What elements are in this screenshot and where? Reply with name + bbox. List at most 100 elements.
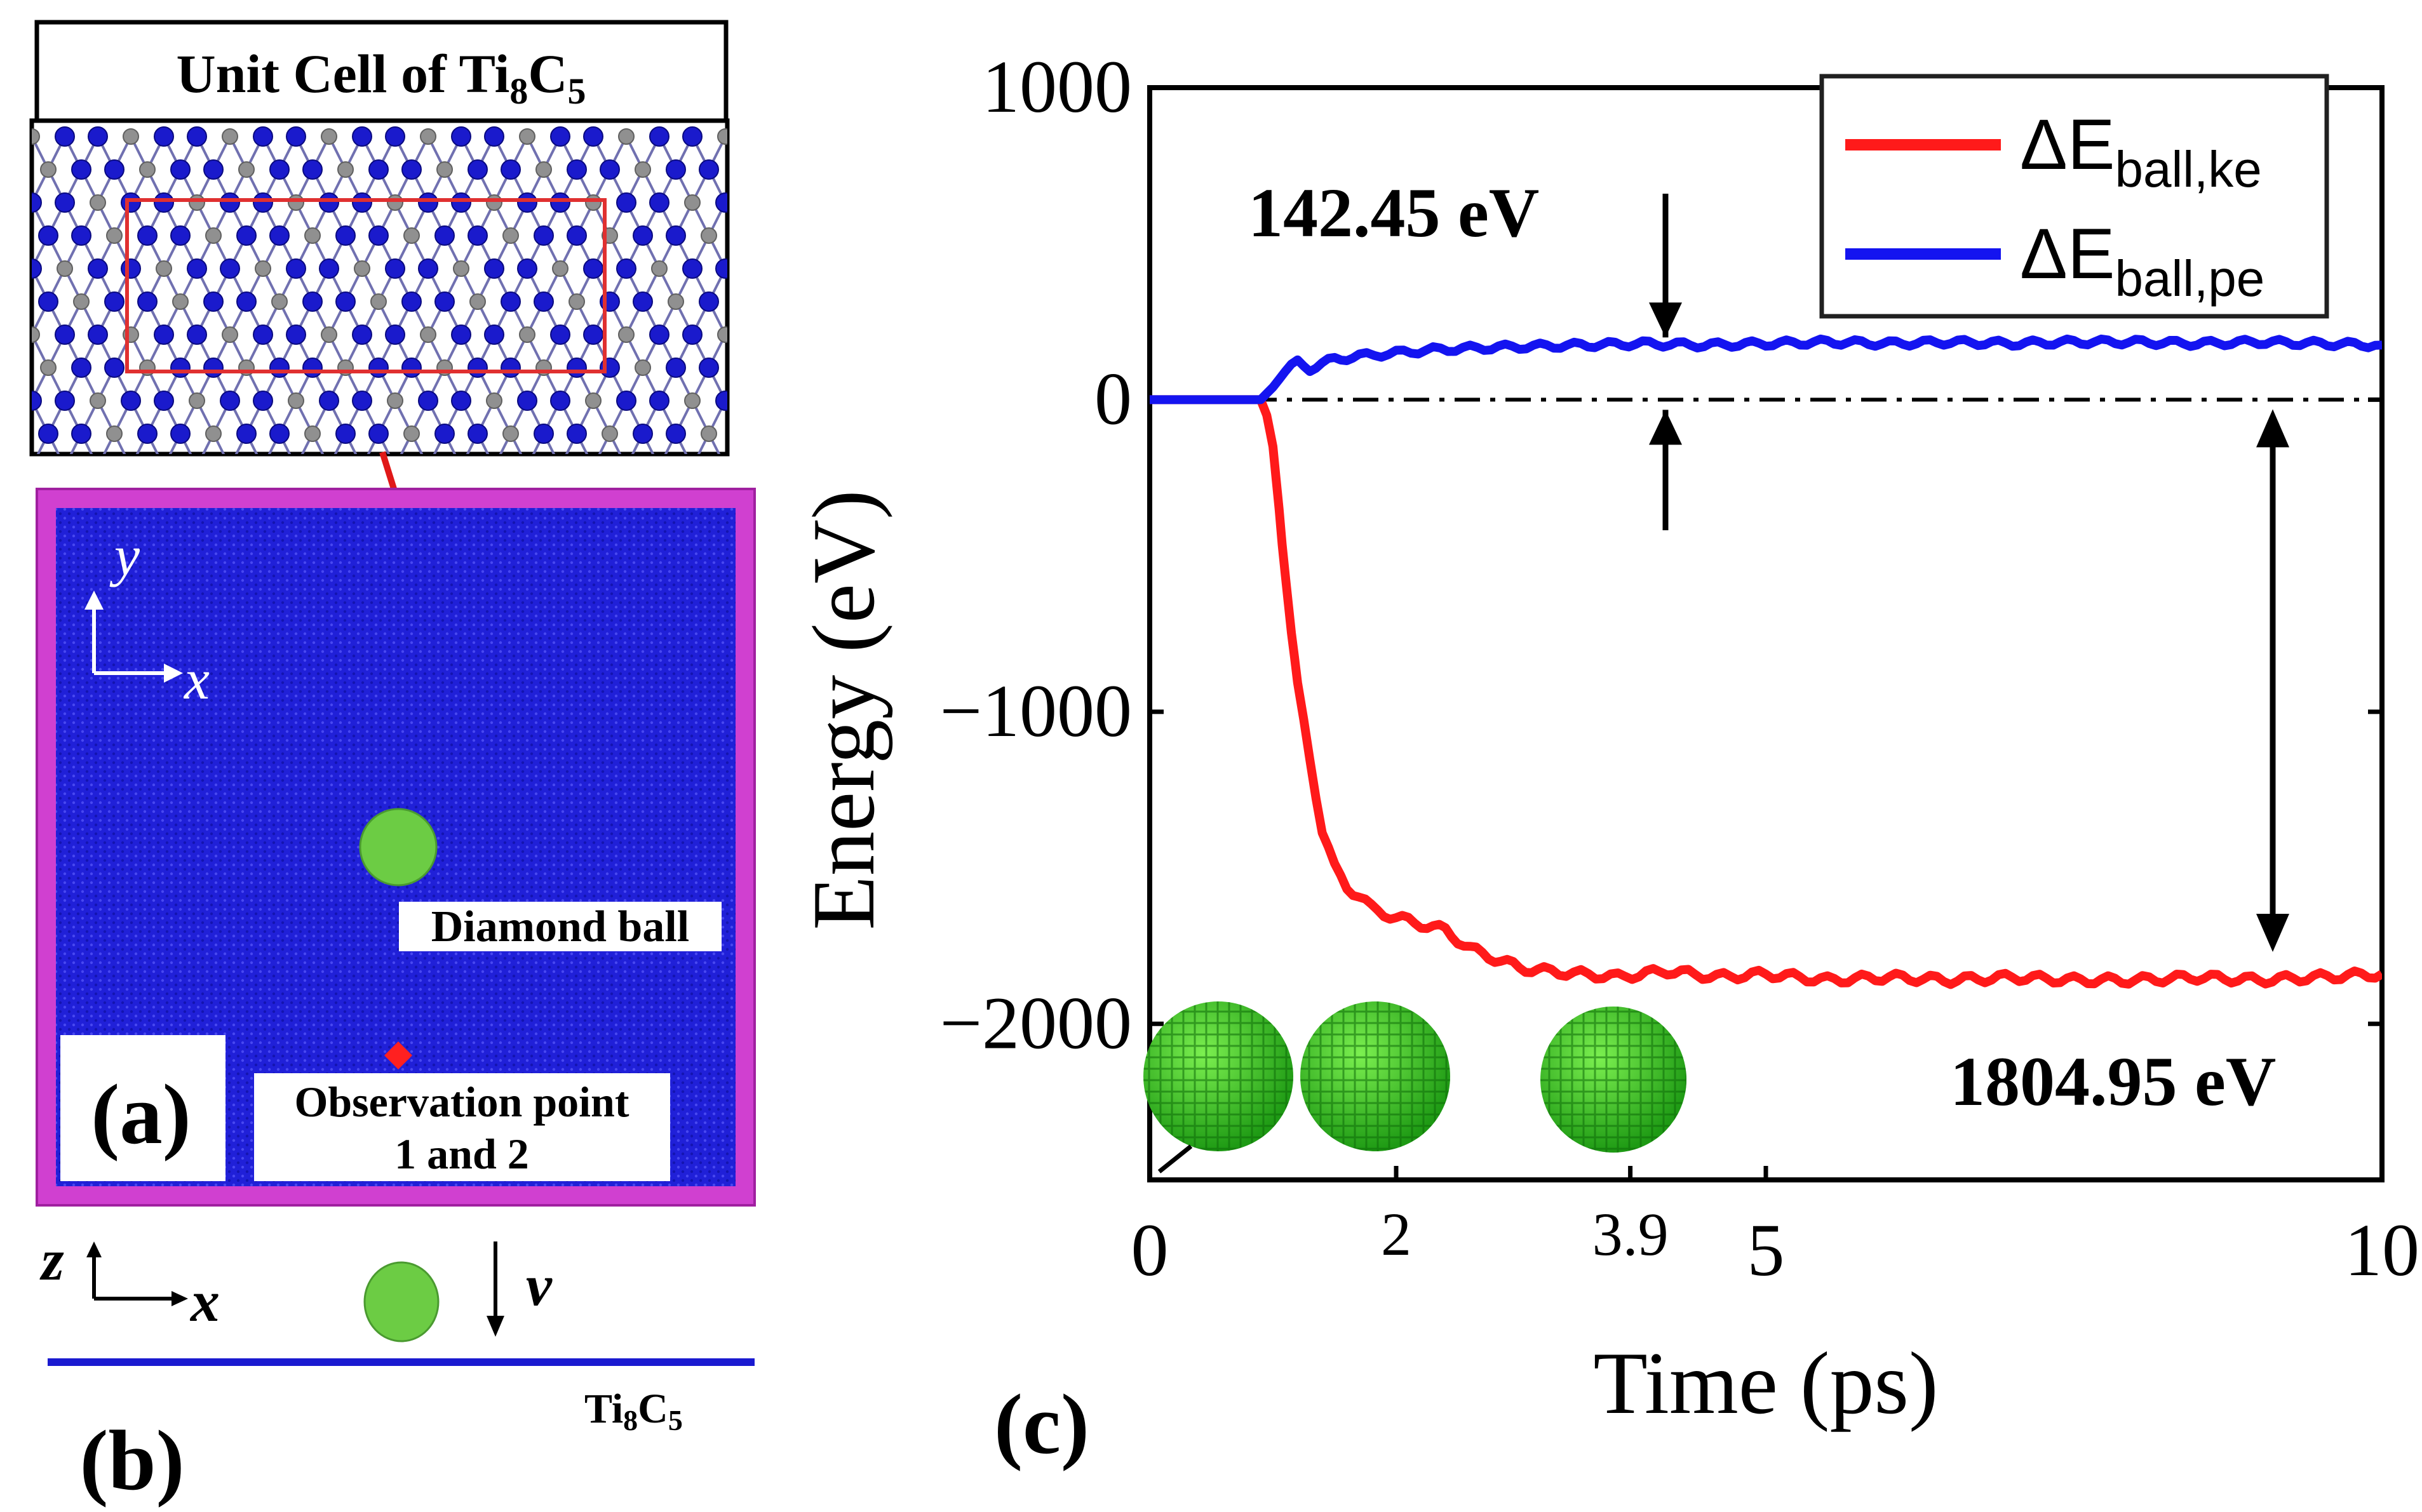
legend-box <box>1819 74 2329 319</box>
carbon-atom <box>156 459 172 474</box>
titanium-atom <box>749 325 768 344</box>
carbon-atom <box>238 161 255 178</box>
diamond-ball-label-box <box>399 902 722 951</box>
xy-axes <box>84 591 183 683</box>
titanium-atom <box>699 159 719 180</box>
y-tick-label: 1000 <box>982 45 1132 128</box>
legend-item-ke: ΔEball,ke <box>1845 105 2262 197</box>
titanium-atom <box>633 291 653 312</box>
titanium-atom <box>236 291 257 312</box>
panel-b-label: (b) <box>80 1414 185 1508</box>
carbon-atom <box>387 392 403 409</box>
titanium-atom <box>71 424 91 444</box>
titanium-atom <box>666 424 686 444</box>
carbon-atom <box>486 194 502 211</box>
titanium-atom <box>434 225 455 246</box>
carbon-atom <box>751 459 766 474</box>
carbon-atom <box>189 392 205 409</box>
series-pe-line <box>1150 334 2382 405</box>
titanium-atom <box>203 358 224 378</box>
titanium-atom <box>732 424 751 443</box>
titanium-atom <box>71 159 91 180</box>
titanium-atom <box>749 193 768 212</box>
carbon-atom <box>288 194 304 211</box>
carbon-atom <box>734 162 750 177</box>
titanium-atom <box>385 126 405 147</box>
titanium-atom <box>71 358 91 378</box>
carbon-atom <box>354 260 370 277</box>
pe-arrow-up-head <box>1649 410 1682 445</box>
titanium-atom <box>286 324 306 345</box>
axis-label-y: y <box>109 525 140 587</box>
titanium-atom <box>633 225 653 246</box>
titanium-atom <box>302 358 323 378</box>
carbon-atom <box>321 326 337 343</box>
legend-item-ke-label: ΔEball,ke <box>2020 105 2262 197</box>
panel-a: Unit Cell of Ti8C5 y x Diamond ball Obse… <box>22 20 784 1207</box>
velocity-arrow-head <box>487 1316 504 1337</box>
carbon-atom <box>271 293 288 310</box>
titanium-atom <box>567 424 587 444</box>
titanium-atom <box>269 358 290 378</box>
diamond-ball-label: Diamond ball <box>431 902 690 951</box>
carbon-atom <box>717 326 727 343</box>
titanium-atom <box>220 192 240 213</box>
xz-axes <box>86 1241 188 1306</box>
titanium-atom <box>583 258 603 279</box>
titanium-atom <box>220 258 240 279</box>
titanium-atom <box>32 258 42 279</box>
titanium-atom <box>253 126 273 147</box>
carbon-atom <box>321 128 337 145</box>
titanium-atom <box>220 391 240 411</box>
titanium-atom <box>319 391 339 411</box>
titanium-atom <box>584 457 603 476</box>
carbon-atom <box>387 194 403 211</box>
titanium-atom <box>22 457 41 476</box>
titanium-atom <box>269 159 290 180</box>
titanium-atom <box>121 391 141 411</box>
panel-b: z x v Ti8C5 (b) <box>39 1228 755 1508</box>
x-tick-label: 5 <box>1747 1208 1785 1292</box>
titanium-atom <box>468 225 488 246</box>
titanium-atom <box>616 258 636 279</box>
titanium-atom <box>401 291 422 312</box>
titanium-atom <box>682 258 703 279</box>
y-tick-label: 0 <box>1094 357 1132 440</box>
carbon-atom <box>73 293 90 310</box>
titanium-atom <box>137 424 158 444</box>
y-tick-label: −2000 <box>939 981 1132 1064</box>
titanium-atom <box>468 159 488 180</box>
titanium-atom <box>749 127 768 146</box>
velocity-label: v <box>526 1253 553 1318</box>
titanium-atom <box>154 126 174 147</box>
titanium-atom <box>170 225 191 246</box>
ke-double-arrow-head-top <box>2256 409 2289 448</box>
titanium-atom <box>418 258 438 279</box>
carbon-atom <box>288 392 304 409</box>
titanium-atom <box>517 391 537 411</box>
carbon-atom <box>684 392 701 409</box>
carbon-atom <box>403 425 420 442</box>
titanium-atom <box>765 160 784 179</box>
carbon-atom <box>767 294 783 309</box>
carbon-atom <box>90 194 106 211</box>
titanium-atom <box>501 358 521 378</box>
titanium-atom <box>765 358 784 377</box>
titanium-atom <box>154 192 174 213</box>
titanium-atom <box>683 457 702 476</box>
diamond-ball-snapshot <box>1143 1001 1293 1151</box>
titanium-atom <box>236 225 257 246</box>
carbon-atom <box>651 260 668 277</box>
titanium-atom <box>550 391 570 411</box>
titanium-atom <box>368 225 389 246</box>
carbon-atom <box>106 425 123 442</box>
titanium-atom <box>104 358 124 378</box>
titanium-atom <box>170 424 191 444</box>
titanium-atom <box>583 324 603 345</box>
titanium-atom <box>732 292 751 311</box>
titanium-atom <box>682 324 703 345</box>
titanium-atom <box>121 457 140 476</box>
titanium-atom <box>550 126 570 147</box>
titanium-atom <box>567 358 587 378</box>
